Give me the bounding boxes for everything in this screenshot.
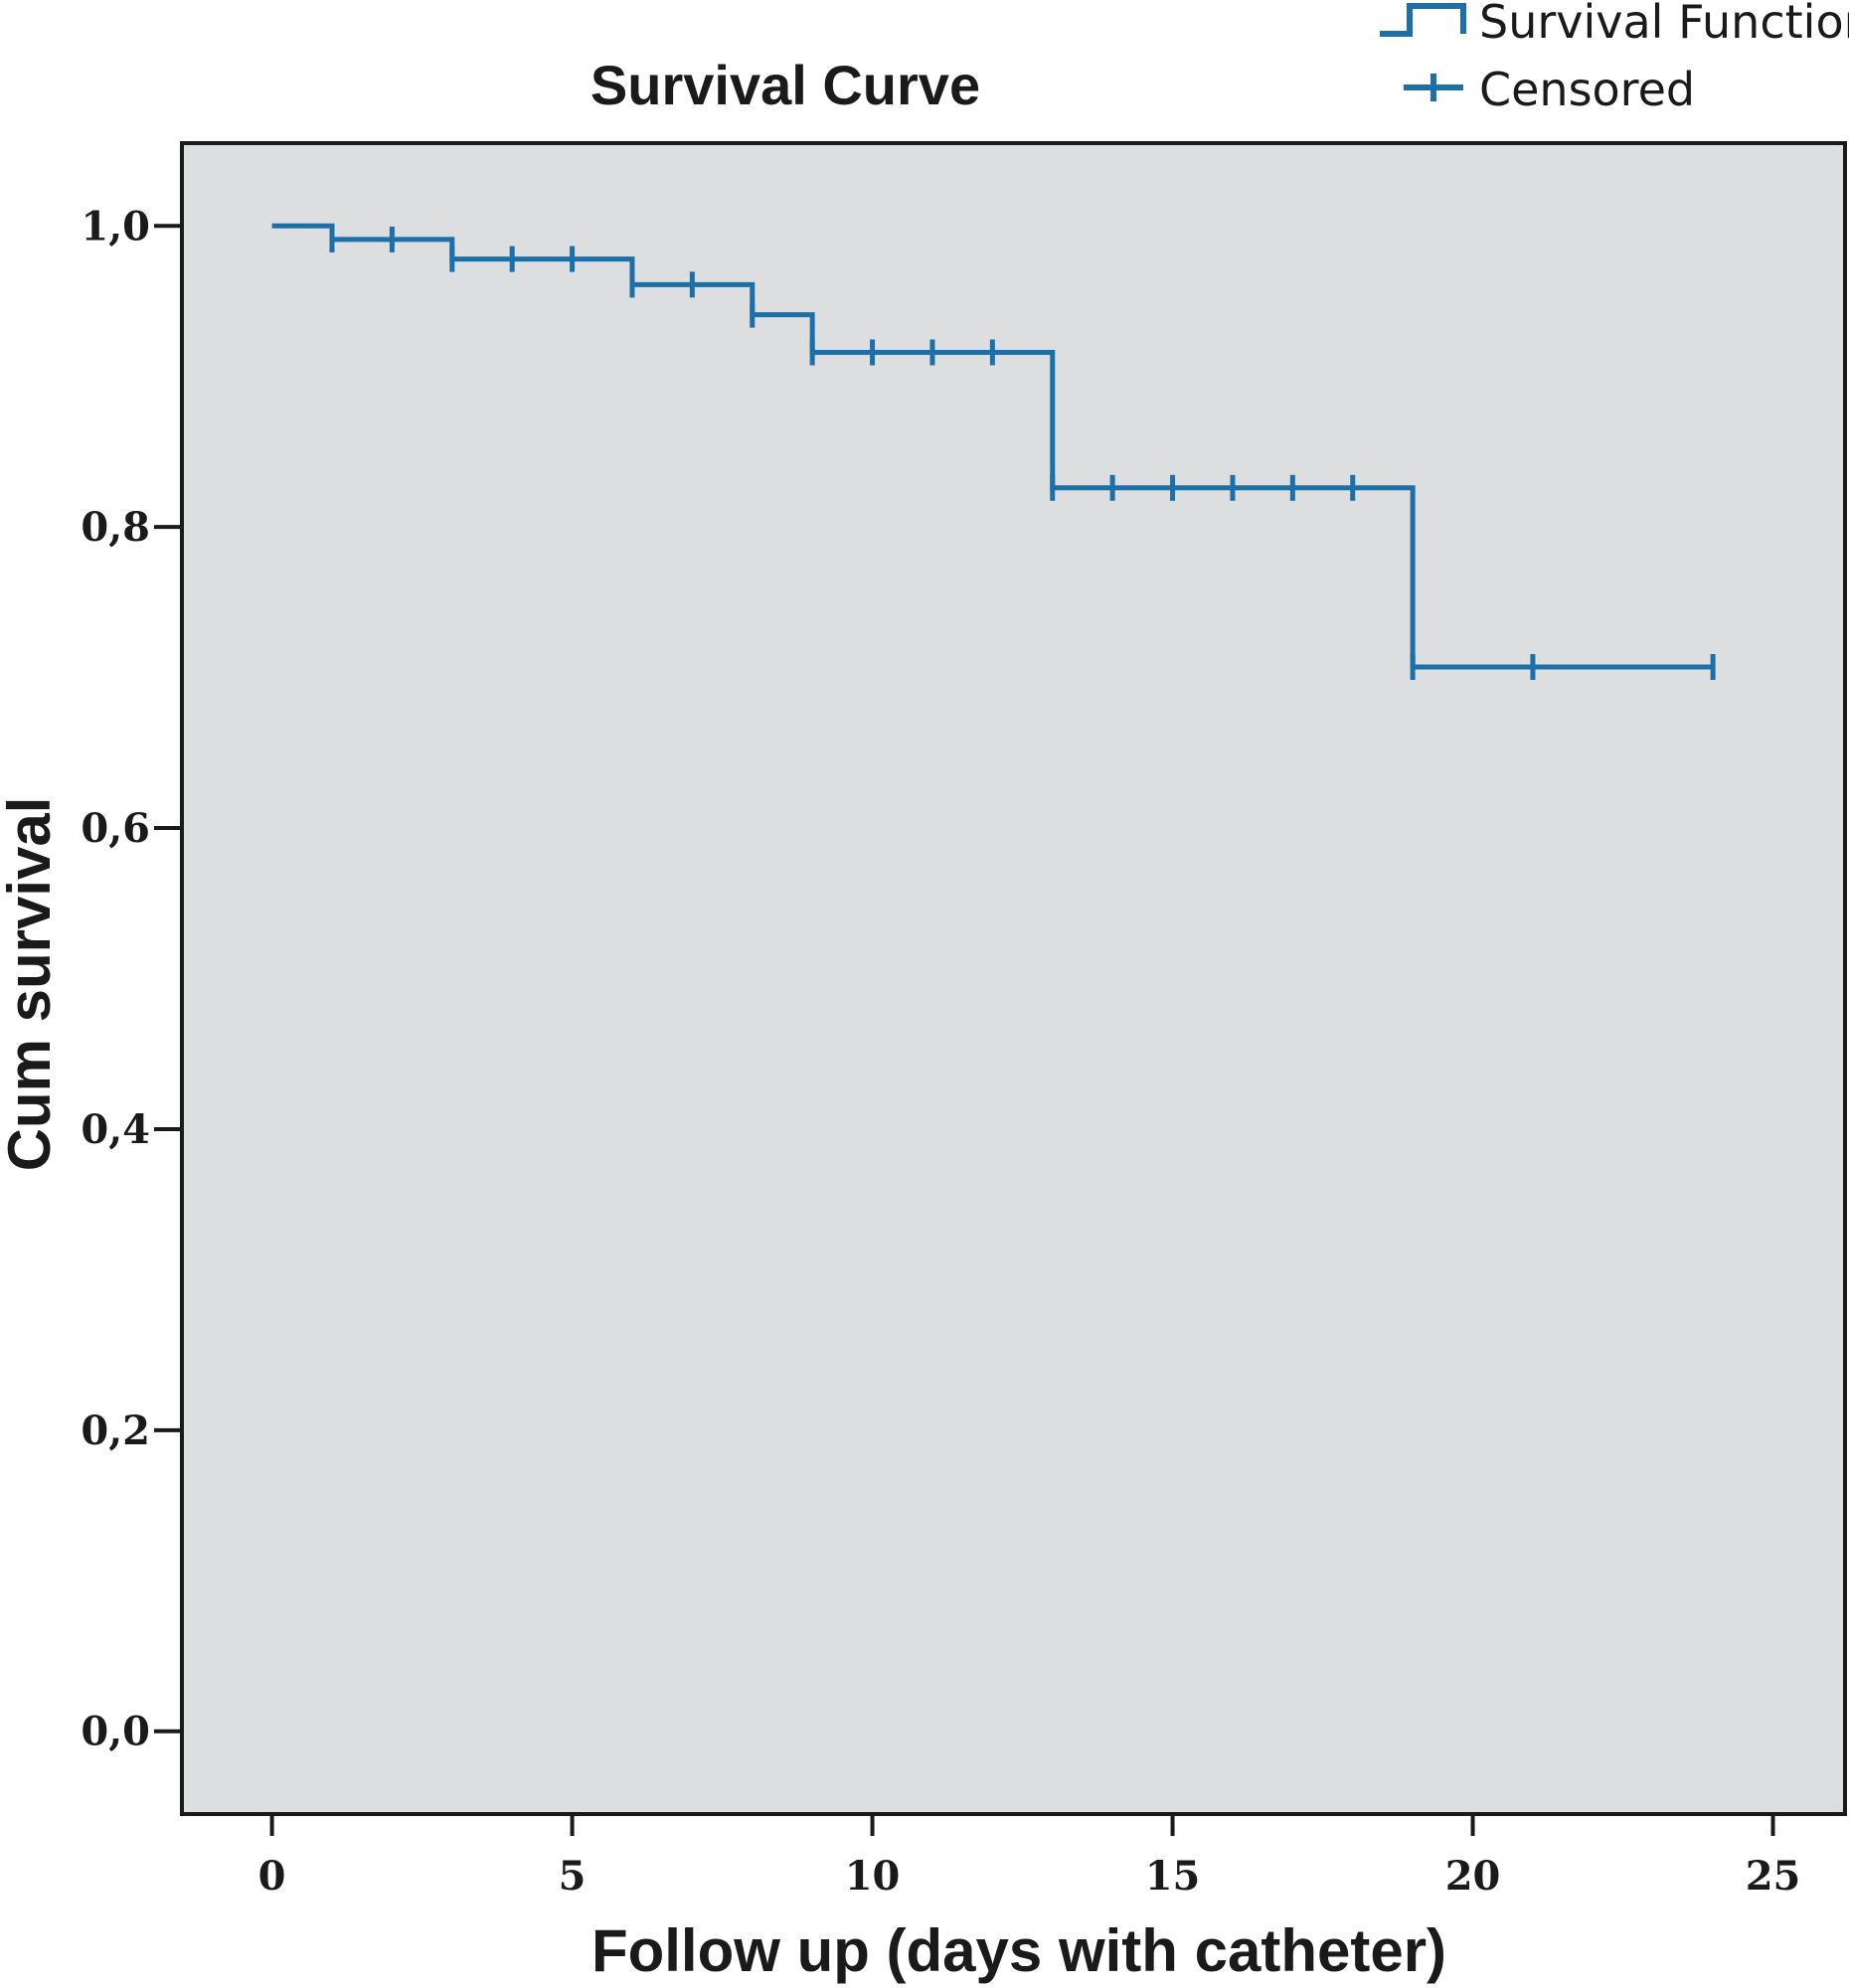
x-tick-label: 0 — [258, 1853, 286, 1900]
y-tick-label: 0,0 — [81, 1709, 150, 1755]
y-tick-label: 0,4 — [81, 1106, 150, 1153]
legend-survival-function-swatch — [1380, 3, 1466, 37]
x-tick-label: 25 — [1746, 1853, 1801, 1900]
y-tick-label: 0,8 — [81, 504, 150, 551]
x-tick-label: 15 — [1145, 1853, 1201, 1900]
x-axis: 0 5 10 15 20 25 — [258, 1814, 1801, 1900]
series-layer — [271, 223, 1716, 681]
x-axis-title: Follow up (days with catheter) — [591, 1917, 1446, 1984]
y-tick-label: 1,0 — [81, 203, 150, 249]
chart-title: Survival Curve — [590, 54, 980, 116]
x-tick-label: 20 — [1445, 1853, 1501, 1900]
legend: Survival Function Censored — [1380, 0, 1849, 116]
y-axis: 0,0 0,2 0,4 0,6 0,8 1,0 — [81, 203, 182, 1755]
x-tick-label: 5 — [559, 1853, 587, 1900]
legend-label-censored: Censored — [1479, 63, 1695, 116]
legend-label-survival-function: Survival Function — [1479, 0, 1849, 49]
x-tick-label: 10 — [845, 1853, 901, 1900]
y-axis-title: Cum survival — [0, 797, 63, 1172]
y-tick-label: 0,2 — [81, 1408, 150, 1454]
y-tick-label: 0,6 — [81, 805, 150, 852]
plot-area — [180, 141, 1847, 1816]
